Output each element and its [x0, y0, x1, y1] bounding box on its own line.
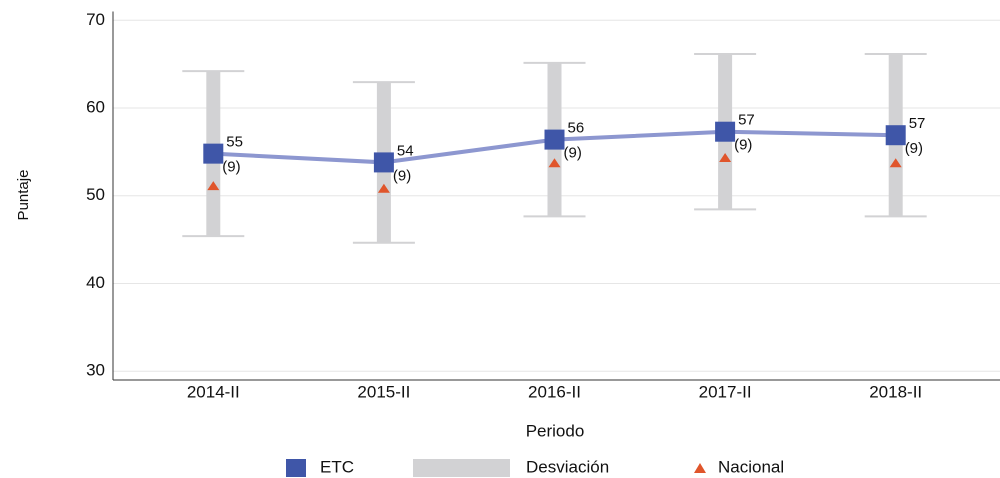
etc-marker	[373, 152, 394, 173]
legend-swatch	[413, 459, 510, 477]
etc-marker	[885, 125, 906, 146]
deviation-label: (9)	[734, 137, 752, 154]
etc-marker	[715, 121, 736, 142]
y-tick-label: 60	[86, 97, 105, 116]
etc-marker	[203, 143, 224, 164]
x-tick-label: 2018-II	[869, 382, 922, 401]
legend-swatch	[286, 459, 306, 477]
value-label: 54	[397, 142, 414, 159]
x-tick-label: 2015-II	[357, 382, 410, 401]
nacional-marker	[889, 158, 902, 168]
legend-swatch	[694, 463, 706, 473]
legend-label: Nacional	[718, 457, 784, 476]
deviation-label: (9)	[905, 140, 923, 157]
deviation-label: (9)	[393, 167, 411, 184]
legend-label: Desviación	[526, 457, 609, 476]
nacional-marker	[548, 158, 561, 168]
y-tick-label: 70	[86, 10, 105, 29]
nacional-marker	[719, 153, 732, 163]
y-tick-label: 40	[86, 273, 105, 292]
x-tick-label: 2014-II	[187, 382, 240, 401]
y-tick-label: 30	[86, 361, 105, 380]
legend-label: ETC	[320, 457, 354, 476]
x-tick-label: 2016-II	[528, 382, 581, 401]
value-label: 55	[226, 134, 243, 151]
x-tick-label: 2017-II	[699, 382, 752, 401]
deviation-label: (9)	[222, 159, 240, 176]
value-label: 57	[738, 112, 755, 129]
y-tick-label: 50	[86, 185, 105, 204]
value-label: 56	[568, 120, 585, 137]
y-axis-label: Puntaje	[15, 170, 32, 221]
nacional-marker	[207, 181, 220, 191]
etc-marker	[544, 129, 565, 150]
deviation-label: (9)	[564, 145, 582, 162]
nacional-marker	[377, 183, 390, 193]
x-axis-label: Periodo	[526, 421, 585, 440]
value-label: 57	[909, 115, 926, 132]
